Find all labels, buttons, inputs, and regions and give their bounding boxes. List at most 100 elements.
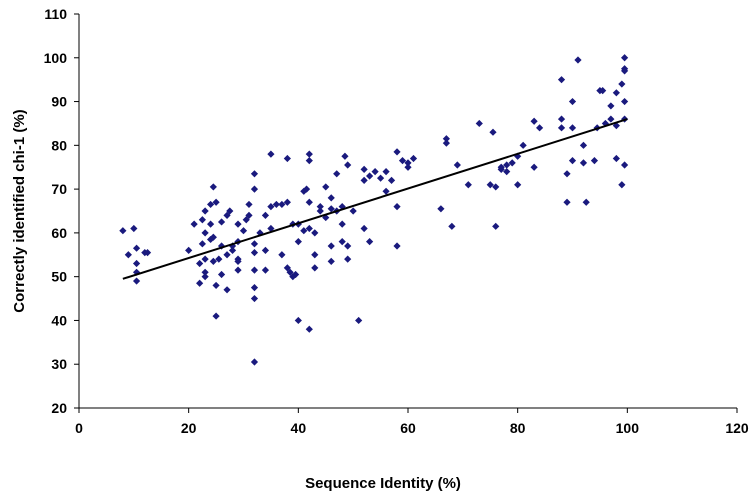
y-tick-label: 100 [44,50,68,66]
data-point [618,181,626,189]
data-point [475,119,483,128]
data-point [612,89,620,97]
data-point [376,174,385,182]
data-point [404,163,412,171]
y-tick-label: 30 [51,356,67,372]
data-point [215,255,223,263]
data-point [579,141,588,149]
data-point [209,183,217,191]
data-point [261,211,270,219]
data-point [278,251,286,259]
y-tick-label: 70 [51,181,67,197]
y-tick-label: 60 [51,225,67,241]
data-point [489,128,497,136]
data-point [311,251,319,259]
data-point [261,266,270,274]
data-point [198,240,206,248]
data-point [272,200,280,209]
data-point [437,205,445,213]
data-point [132,277,141,285]
data-point [322,183,330,191]
data-point [620,161,629,169]
data-point [305,150,313,158]
data-point [207,220,215,228]
data-point [239,227,248,235]
x-tick-label: 60 [400,420,416,436]
data-point [190,220,198,228]
data-point [226,207,234,215]
data-point [514,181,522,189]
y-tick-label: 20 [51,400,67,416]
data-point [278,200,286,209]
data-point [228,246,237,254]
data-point [250,240,259,248]
data-point [349,207,357,215]
data-point [360,165,368,174]
data-point [503,161,511,169]
points-layer [119,54,629,366]
data-point [453,161,461,169]
data-point [217,270,226,279]
data-point [327,242,335,250]
data-point [563,170,571,178]
x-tick-label: 0 [75,420,83,436]
data-point [250,185,259,193]
x-tick-label: 20 [181,420,197,436]
data-point [393,242,401,250]
data-point [250,266,259,274]
data-point [300,227,308,235]
x-axis-title: Sequence Identity (%) [305,475,461,492]
x-tick-label: 40 [291,420,307,436]
data-point [387,176,396,184]
data-point [360,176,368,184]
data-point [250,358,259,366]
data-point [442,139,450,147]
data-point [514,152,522,160]
data-point [503,168,511,176]
data-point [486,181,494,189]
data-point [316,203,324,211]
data-point [327,257,335,265]
data-point [530,117,538,125]
x-tick-label: 80 [510,420,526,436]
data-point [294,316,302,325]
data-point [492,183,500,191]
data-point [302,185,311,193]
data-point [196,259,204,268]
data-point [557,76,566,84]
data-point [196,279,204,287]
data-point [568,157,577,165]
data-point [119,227,127,235]
data-point [212,312,220,320]
data-point [185,246,193,254]
y-axis-title: Correctly identified chi-1 (%) [11,109,28,312]
data-point [201,268,209,276]
data-point [212,281,220,290]
data-point [409,154,418,163]
y-tick-label: 50 [51,269,67,285]
data-point [327,194,335,202]
data-point [607,115,615,123]
data-point [201,229,209,237]
data-point [620,54,629,62]
data-point [316,207,324,215]
data-point [519,141,527,149]
data-point [283,264,291,272]
data-point [557,124,566,132]
data-point [344,161,352,169]
data-point [398,157,407,165]
data-point [223,251,231,259]
data-point [267,224,275,233]
data-point [267,150,275,158]
data-point [132,268,141,276]
y-tick-label: 40 [51,312,67,328]
data-point [130,224,138,233]
data-point [250,294,259,303]
data-point [143,248,152,257]
data-point [536,124,544,132]
data-point [338,220,346,228]
data-point [574,56,582,64]
data-point [311,264,319,272]
data-point [344,242,352,250]
data-point [209,257,217,265]
